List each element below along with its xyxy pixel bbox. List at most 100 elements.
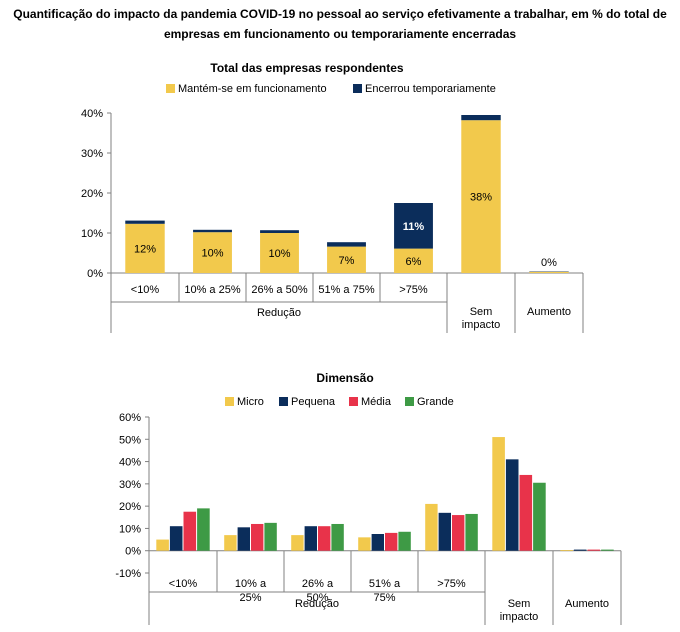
chart2-category-label: Sem <box>508 598 531 610</box>
chart1-data-label: 6% <box>406 256 422 268</box>
chart2-legend-swatch <box>349 397 358 406</box>
chart2-bar <box>425 503 438 551</box>
chart2-bar <box>264 522 277 551</box>
chart1-data-label: 10% <box>201 248 223 260</box>
chart2-y-tick-label: 0% <box>125 546 141 558</box>
chart2-bar <box>251 523 264 551</box>
chart2-bar <box>438 512 451 551</box>
chart2-bar <box>156 539 169 551</box>
chart1-data-label: 0% <box>541 257 557 269</box>
figure-title-line-2: empresas em funcionamento ou temporariam… <box>163 27 517 41</box>
chart2-bar <box>587 549 601 551</box>
figure-title-line-1: Quantificação do impacto da pandemia COV… <box>13 7 667 21</box>
chart2-bar <box>385 532 398 551</box>
chart2-legend-label: Micro <box>237 396 264 408</box>
chart1-y-tick-label: 0% <box>87 268 103 280</box>
chart1-bar-segment <box>327 242 366 247</box>
chart1-bar-segment <box>193 232 232 273</box>
chart1-bar-segment <box>461 115 501 121</box>
chart2-category-label: 51% a <box>369 578 401 590</box>
chart2-bar <box>318 526 331 551</box>
chart2-bar <box>304 526 317 551</box>
chart2-y-tick-label: -10% <box>115 568 141 580</box>
chart1-group-label: Redução <box>257 307 301 319</box>
chart2-y-tick-label: 30% <box>119 479 141 491</box>
chart2-bar <box>519 474 533 551</box>
chart2-bar <box>183 511 197 551</box>
chart2-bar <box>169 526 183 551</box>
chart2-bar <box>560 550 573 551</box>
chart1-bar-segment <box>394 203 433 249</box>
chart2-bar <box>601 549 614 551</box>
chart1-category-label: <10% <box>131 284 160 296</box>
figure-title: Quantificação do impacto da pandemia COV… <box>0 4 680 44</box>
chart1-legend-swatch <box>166 84 175 93</box>
chart1-category-label-line2: impacto <box>462 319 501 331</box>
chart2-legend-swatch <box>405 397 414 406</box>
chart2-category-label: 26% a <box>302 578 334 590</box>
chart2-legend-swatch <box>225 397 234 406</box>
chart2-bar <box>331 523 344 551</box>
chart1-y-tick-label: 20% <box>81 188 103 200</box>
chart1-category-label: >75% <box>399 284 428 296</box>
chart2-bar <box>505 459 519 551</box>
chart2-bar <box>492 437 505 551</box>
chart2-y-tick-label: 10% <box>119 523 141 535</box>
chart2-category-label: <10% <box>169 578 198 590</box>
chart2-category-label-line2: 75% <box>373 592 395 604</box>
chart2-bar <box>452 515 465 551</box>
chart1-bar-segment <box>260 230 299 233</box>
chart2-y-tick-label: 20% <box>119 501 141 513</box>
chart2-bar <box>358 537 371 551</box>
chart2-bar <box>398 531 411 551</box>
chart2-legend-swatch <box>279 397 288 406</box>
chart2-category-label-line2: 50% <box>306 592 328 604</box>
chart1-data-label: 11% <box>403 221 425 233</box>
chart1-category-label: Sem <box>470 306 493 318</box>
chart1-legend-swatch <box>353 84 362 93</box>
chart2-bar <box>291 535 304 551</box>
chart1-category-label: 51% a 75% <box>318 284 374 296</box>
chart2-title: Dimensão <box>316 371 373 385</box>
chart2-bar <box>197 508 210 551</box>
chart1-bar-segment <box>327 246 366 273</box>
chart2-bar <box>224 535 237 551</box>
chart1-bar-segment <box>529 271 569 273</box>
chart2-legend-label: Média <box>361 396 392 408</box>
chart2-y-tick-label: 60% <box>119 412 141 424</box>
chart2-legend-label: Pequena <box>291 396 336 408</box>
chart1-category-label: Aumento <box>527 306 571 318</box>
chart2-bar <box>237 527 250 551</box>
chart2-bar <box>533 482 546 551</box>
chart1-bar-segment <box>260 233 299 273</box>
chart2-category-label: 10% a <box>235 578 267 590</box>
chart2-legend-label: Grande <box>417 396 454 408</box>
chart1-y-tick-label: 10% <box>81 228 103 240</box>
chart1-bar-segment <box>193 229 232 233</box>
chart1-bar-segment <box>461 120 501 273</box>
chart2-category-label-line2: impacto <box>500 611 539 623</box>
chart1-category-label: 26% a 50% <box>251 284 307 296</box>
chart1-data-label: 10% <box>268 248 290 260</box>
chart1-category-label: 10% a 25% <box>184 284 240 296</box>
chart2-bar <box>573 549 587 551</box>
chart1-y-tick-label: 40% <box>81 108 103 120</box>
chart1-data-label: 7% <box>339 255 355 267</box>
chart1-data-label: 12% <box>134 243 156 255</box>
chart1-data-label: 38% <box>470 192 492 204</box>
chart2-y-tick-label: 40% <box>119 457 141 469</box>
chart2-bar <box>465 513 478 551</box>
chart1-bar-segment <box>394 248 433 273</box>
chart2-bar <box>371 534 384 551</box>
chart1-legend-label: Encerrou temporariamente <box>365 83 496 95</box>
chart1-bar-segment <box>125 220 165 224</box>
chart2-group-label: Redução <box>295 598 339 610</box>
chart1-y-tick-label: 30% <box>81 148 103 160</box>
chart2-category-label: Aumento <box>565 598 609 610</box>
chart2-y-tick-label: 50% <box>119 434 141 446</box>
chart1-bar-segment <box>125 223 165 273</box>
chart1-legend-label: Mantém-se em funcionamento <box>178 83 327 95</box>
chart2-category-label-line2: 25% <box>239 592 261 604</box>
chart1-title: Total das empresas respondentes <box>210 61 404 75</box>
